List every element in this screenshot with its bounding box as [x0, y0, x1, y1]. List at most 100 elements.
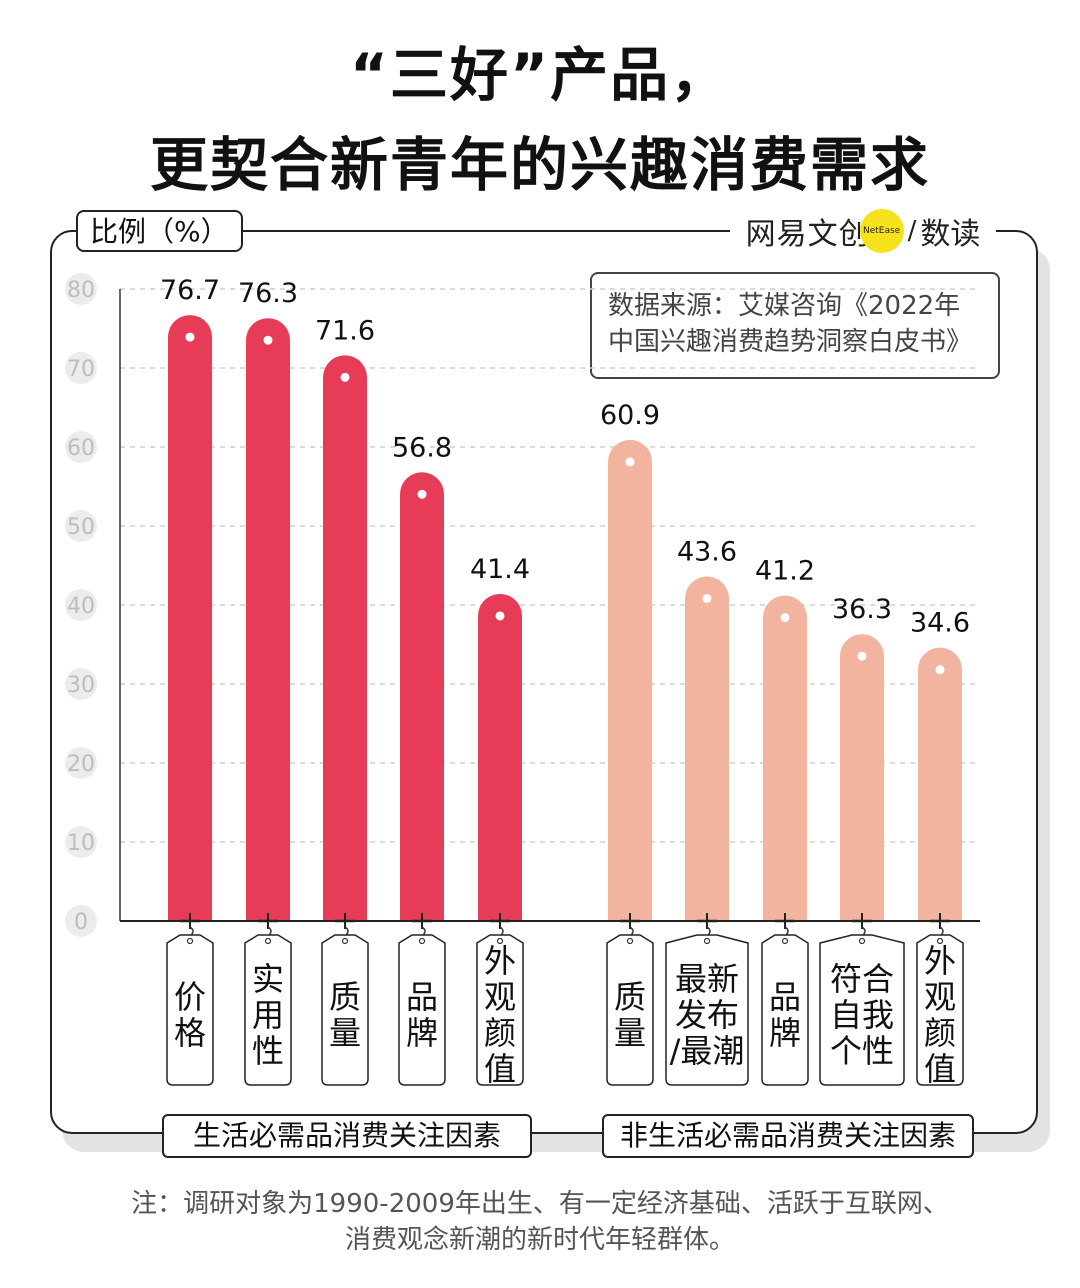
tag-hole	[781, 937, 789, 945]
y-tick-label: 50	[67, 515, 95, 540]
bar	[918, 647, 962, 921]
tag-hole	[341, 937, 349, 945]
y-tick-label: 20	[67, 752, 95, 777]
data-label: 56.8	[392, 432, 452, 463]
note-line-1: 注：调研对象为1990-2009年出生、有一定经济基础、活跃于互联网、	[131, 1189, 949, 1219]
bar	[685, 576, 729, 921]
y-tick-bg	[65, 668, 97, 700]
category-label: 值	[484, 1050, 516, 1088]
category-label: 观	[484, 978, 516, 1016]
bar	[840, 634, 884, 921]
data-label: 34.6	[910, 608, 970, 639]
category-label: 颜	[484, 1014, 516, 1052]
category-label: 最新	[675, 960, 739, 998]
data-label: 36.3	[832, 594, 892, 625]
category-tag	[398, 934, 446, 1086]
brand-slash: /	[907, 216, 917, 246]
y-tick-label: 80	[67, 278, 95, 303]
category-label: 价	[174, 978, 206, 1016]
unit-label: 比例（%）	[76, 210, 243, 252]
category-label: 质	[614, 978, 646, 1016]
source-box: 数据来源：艾媒咨询《2022年 中国兴趣消费趋势洞察白皮书》	[590, 272, 1000, 379]
category-label: 自我	[830, 996, 894, 1034]
bar	[168, 315, 212, 921]
data-label: 76.3	[238, 278, 298, 309]
y-tick-bg	[65, 273, 97, 305]
category-label: 符合	[830, 960, 894, 998]
source-line-2: 中国兴趣消费趋势洞察白皮书》	[608, 327, 973, 357]
y-tick-bg	[65, 352, 97, 384]
y-tick-label: 70	[67, 357, 95, 382]
category-label: 观	[924, 978, 956, 1016]
tag-hole	[936, 937, 944, 945]
category-tag	[244, 934, 292, 1086]
y-tick-bg	[65, 826, 97, 858]
data-label: 41.2	[755, 556, 815, 587]
bar-dot	[417, 489, 427, 499]
category-tag	[761, 934, 809, 1086]
y-tick-label: 10	[67, 831, 95, 856]
tag-hole	[858, 937, 866, 945]
bar-dot	[935, 665, 945, 675]
category-label: 牌	[406, 1014, 438, 1052]
y-tick-bg	[65, 431, 97, 463]
tag-hole	[418, 937, 426, 945]
category-label: 外	[484, 942, 516, 980]
category-label: 颜	[924, 1014, 956, 1052]
category-label: 外	[924, 942, 956, 980]
y-tick-label: 0	[74, 910, 88, 935]
category-label: 质	[329, 978, 361, 1016]
category-label: 量	[329, 1014, 361, 1052]
group-label-non-necessities: 非生活必需品消费关注因素	[602, 1114, 974, 1158]
brand-logo: 网易文创 NetEase / 数读	[730, 208, 996, 254]
bar-dot	[702, 594, 712, 604]
data-label: 43.6	[677, 537, 737, 568]
note-line-2: 消费观念新潮的新时代年轻群体。	[344, 1225, 735, 1255]
group-label-necessities: 生活必需品消费关注因素	[162, 1114, 532, 1158]
category-tag	[606, 934, 654, 1086]
bar-dot	[263, 335, 273, 345]
category-tag	[916, 934, 964, 1086]
category-label: 值	[924, 1050, 956, 1088]
category-tag	[665, 934, 749, 1086]
y-tick-bg	[65, 905, 97, 937]
category-label: 用	[252, 996, 284, 1034]
category-tag	[321, 934, 369, 1086]
title-line-2: 更契合新青年的兴趣消费需求	[149, 131, 930, 199]
y-tick-bg	[65, 747, 97, 779]
category-label: /最潮	[670, 1032, 745, 1070]
bar-dot	[185, 332, 195, 342]
category-tag	[819, 934, 905, 1086]
bar	[608, 439, 652, 921]
source-line-1: 数据来源：艾媒咨询《2022年	[608, 291, 961, 321]
bar-dot	[340, 372, 350, 382]
y-tick-label: 60	[67, 436, 95, 461]
y-tick-label: 30	[67, 673, 95, 698]
category-label: 品	[769, 978, 801, 1016]
tag-hole	[264, 937, 272, 945]
tag-hole	[703, 937, 711, 945]
category-label: 品	[406, 978, 438, 1016]
category-label: 牌	[769, 1014, 801, 1052]
y-tick-label: 40	[67, 594, 95, 619]
bar-dot	[857, 651, 867, 661]
data-label: 41.4	[470, 554, 530, 585]
bar	[478, 593, 522, 921]
y-tick-bg	[65, 510, 97, 542]
y-tick-bg	[65, 589, 97, 621]
bar-dot	[625, 457, 635, 467]
tag-hole	[496, 937, 504, 945]
category-tag	[476, 934, 524, 1086]
tag-hole	[626, 937, 634, 945]
data-label: 60.9	[600, 400, 660, 431]
bar	[400, 472, 444, 921]
bar	[323, 355, 367, 921]
category-label: 发布	[675, 996, 739, 1034]
category-label: 个性	[830, 1032, 894, 1070]
data-label: 76.7	[160, 275, 220, 306]
bar	[763, 595, 807, 921]
bar-dot	[780, 613, 790, 623]
bar	[246, 318, 290, 922]
title-line-1: “三好”产品，	[349, 41, 731, 109]
